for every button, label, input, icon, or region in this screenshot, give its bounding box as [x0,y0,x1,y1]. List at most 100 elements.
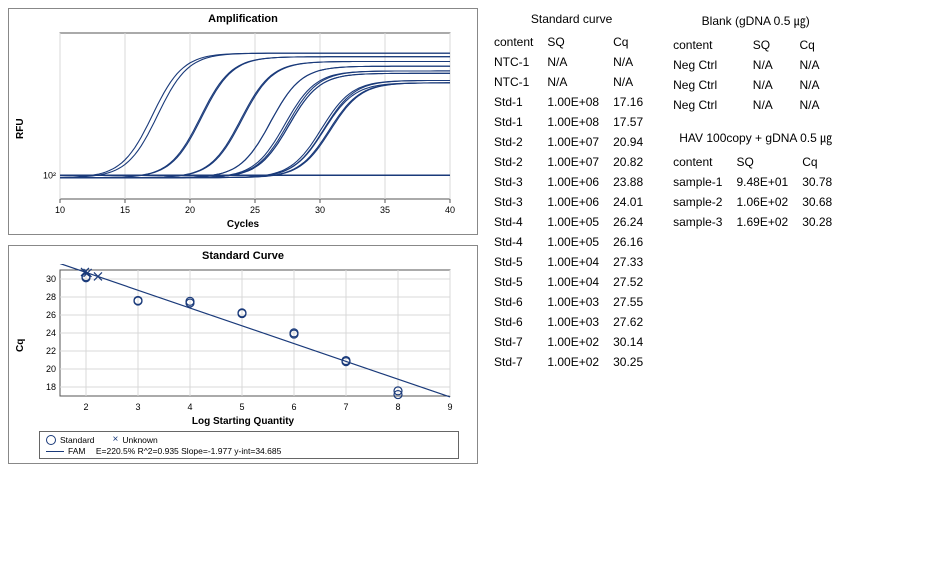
table-cell: N/A [543,72,609,92]
table-row: Std-21.00E+0720.82 [490,152,653,172]
table-cell: Std-1 [490,112,543,132]
table-header-cell: Cq [798,152,842,172]
svg-text:40: 40 [445,205,455,215]
svg-text:10²: 10² [43,170,56,180]
table-row: Neg CtrlN/AN/A [669,75,842,95]
table-cell: 24.01 [609,192,653,212]
svg-text:2: 2 [83,402,88,412]
table-cell: Std-5 [490,272,543,292]
svg-text:4: 4 [187,402,192,412]
x-icon: × [113,434,119,445]
svg-text:35: 35 [380,205,390,215]
table-cell: 30.68 [798,192,842,212]
svg-text:10: 10 [55,205,65,215]
legend-fam: FAM E=220.5% R^2=0.935 Slope=-1.977 y-in… [46,446,281,456]
svg-text:22: 22 [46,346,56,356]
legend-standard-label: Standard [60,435,95,445]
table-row: Neg CtrlN/AN/A [669,55,842,75]
table-cell: N/A [796,75,843,95]
circle-icon [46,435,56,445]
standard-curve-table-col: Standard curve contentSQCqNTC-1N/AN/ANTC… [490,12,653,464]
table-header-cell: content [669,152,732,172]
svg-text:18: 18 [46,382,56,392]
table-cell: 1.06E+02 [732,192,798,212]
table-cell: 1.00E+03 [543,292,609,312]
amplification-title: Amplification [13,13,473,25]
table-cell: N/A [749,55,796,75]
table-header-cell: Cq [796,35,843,55]
svg-text:30: 30 [46,274,56,284]
table-row: Std-31.00E+0623.88 [490,172,653,192]
table-cell: Std-5 [490,252,543,272]
table-cell: Std-6 [490,312,543,332]
table-cell: 27.33 [609,252,653,272]
table-row: Std-41.00E+0526.24 [490,212,653,232]
table-header-cell: Cq [609,32,653,52]
table-cell: 1.00E+05 [543,212,609,232]
table-cell: Neg Ctrl [669,75,749,95]
table-cell: 9.48E+01 [732,172,798,192]
svg-text:15: 15 [120,205,130,215]
table-row: Std-71.00E+0230.14 [490,332,653,352]
svg-text:7: 7 [343,402,348,412]
standard-curve-plot: 2345678918202224262830 [28,264,458,414]
table-row: Std-31.00E+0624.01 [490,192,653,212]
table-cell: NTC-1 [490,52,543,72]
table-row: Std-51.00E+0427.52 [490,272,653,292]
svg-text:20: 20 [46,364,56,374]
table-cell: 1.00E+07 [543,152,609,172]
table-cell: sample-3 [669,212,732,232]
legend-standard: Standard [46,435,95,445]
table-cell: 1.00E+04 [543,272,609,292]
table-row: Std-21.00E+0720.94 [490,132,653,152]
standard-curve-chart-box: Standard Curve Cq 2345678918202224262830… [8,245,478,464]
table-cell: sample-2 [669,192,732,212]
standard-curve-legend: Standard × Unknown FAM E=220.5% R^2=0.93… [39,431,459,459]
table-cell: 26.16 [609,232,653,252]
amplification-xlabel: Cycles [28,219,458,230]
table-cell: 17.16 [609,92,653,112]
table-cell: Std-7 [490,352,543,372]
table-cell: 1.00E+02 [543,332,609,352]
table-cell: 1.00E+05 [543,232,609,252]
table-cell: 1.00E+08 [543,112,609,132]
line-icon [46,451,64,452]
table-cell: N/A [543,52,609,72]
table-row: NTC-1N/AN/A [490,52,653,72]
svg-text:30: 30 [315,205,325,215]
table-cell: Std-4 [490,212,543,232]
table-cell: Std-2 [490,152,543,172]
standard-curve-table-title: Standard curve [490,12,653,26]
table-row: sample-19.48E+0130.78 [669,172,842,192]
table-header-cell: SQ [543,32,609,52]
table-cell: Std-2 [490,132,543,152]
hav-table: contentSQCqsample-19.48E+0130.78sample-2… [669,152,842,232]
table-cell: Neg Ctrl [669,55,749,75]
svg-text:20: 20 [185,205,195,215]
table-cell: Neg Ctrl [669,95,749,115]
table-row: Std-11.00E+0817.57 [490,112,653,132]
table-row: Std-11.00E+0817.16 [490,92,653,112]
table-header-cell: content [490,32,543,52]
table-cell: 1.00E+06 [543,192,609,212]
table-header-cell: SQ [732,152,798,172]
svg-text:9: 9 [447,402,452,412]
svg-text:28: 28 [46,292,56,302]
table-cell: 1.00E+03 [543,312,609,332]
table-row: Std-61.00E+0327.55 [490,292,653,312]
table-cell: 20.94 [609,132,653,152]
table-cell: Std-7 [490,332,543,352]
table-cell: N/A [796,55,843,75]
table-cell: 23.88 [609,172,653,192]
legend-unknown: × Unknown [113,434,158,445]
table-row: Std-51.00E+0427.33 [490,252,653,272]
svg-text:5: 5 [239,402,244,412]
svg-text:25: 25 [250,205,260,215]
standard-curve-xlabel: Log Starting Quantity [28,416,458,427]
left-column: Amplification RFU 1015202530354010² Cycl… [8,8,478,464]
table-row: Std-61.00E+0327.62 [490,312,653,332]
legend-stats: E=220.5% R^2=0.935 Slope=-1.977 y-int=34… [96,446,281,456]
table-cell: Std-3 [490,192,543,212]
legend-fam-label: FAM [68,446,85,456]
table-cell: 30.78 [798,172,842,192]
